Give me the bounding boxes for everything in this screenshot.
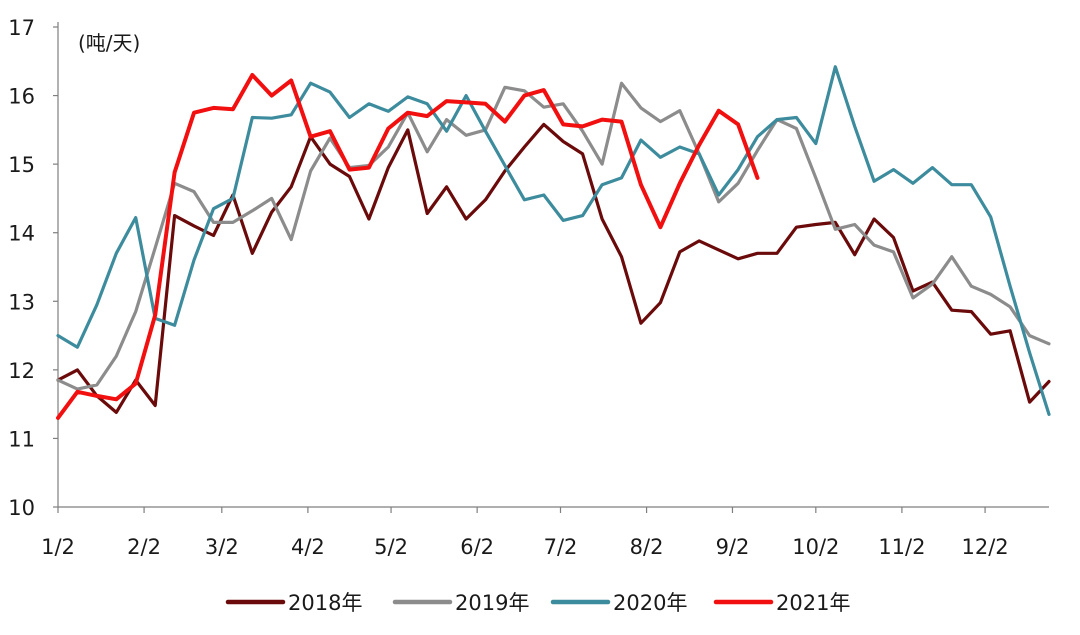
y-tick-label: 12 <box>8 359 35 383</box>
series-lines <box>56 65 1051 420</box>
x-tick-label: 4/2 <box>291 535 325 559</box>
x-tick-label: 6/2 <box>460 535 494 559</box>
y-tick-label: 13 <box>8 290 35 314</box>
y-tick-label: 16 <box>8 85 35 109</box>
y-tick-label: 11 <box>8 427 35 451</box>
legend-label: 2021年 <box>776 591 850 615</box>
y-tick-label: 10 <box>8 496 35 520</box>
legend: 2018年 2019年 2020年 2021年 <box>225 591 850 615</box>
x-tick-label: 9/2 <box>716 535 750 559</box>
x-tick-label: 8/2 <box>630 535 664 559</box>
x-tick-label: 3/2 <box>205 535 239 559</box>
x-tick-label: 10/2 <box>792 535 839 559</box>
x-tick-label: 2/2 <box>127 535 161 559</box>
x-tick-label: 1/2 <box>41 535 75 559</box>
x-tick-label: 12/2 <box>961 535 1008 559</box>
unit-label: (吨/天) <box>78 31 140 55</box>
x-tick-label: 11/2 <box>878 535 925 559</box>
series-line-2019年 <box>56 81 1051 391</box>
y-axis: 10 11 12 13 14 15 16 17 <box>8 16 59 520</box>
y-tick-label: 15 <box>8 153 35 177</box>
y-tick-label: 17 <box>8 16 35 40</box>
legend-label: 2018年 <box>288 591 362 615</box>
x-tick-label: 7/2 <box>544 535 578 559</box>
legend-label: 2020年 <box>613 591 687 615</box>
series-line-2020年 <box>56 65 1051 416</box>
y-tick-label: 14 <box>8 222 35 246</box>
x-tick-label: 5/2 <box>374 535 408 559</box>
x-axis: 1/2 2/2 3/2 4/2 5/2 6/2 7/2 8/2 9/2 10/2 11/2 12/2 <box>41 506 1049 559</box>
legend-label: 2019年 <box>455 591 529 615</box>
series-line-2021年 <box>56 73 760 420</box>
series-line-2018年 <box>56 122 1051 414</box>
